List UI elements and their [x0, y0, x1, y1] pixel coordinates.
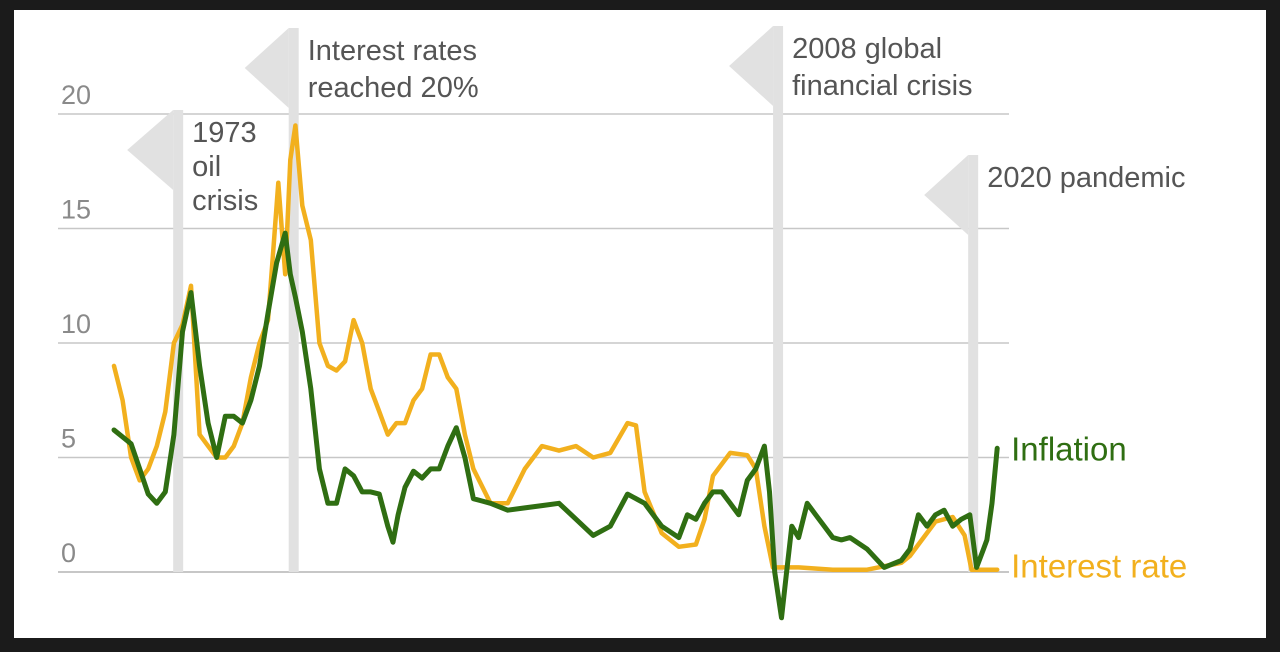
event-annotation-text: oil [192, 151, 221, 183]
y-tick-label: 10 [61, 309, 91, 339]
event-marker-pole [968, 155, 979, 572]
series-line-inflation [111, 230, 1000, 621]
series-label-inflation: Inflation [1011, 430, 1127, 467]
event-annotation-text: 1973 [192, 117, 257, 149]
series-label-interest: Interest rate [1011, 548, 1187, 585]
event-annotation-text: reached 20% [308, 72, 479, 104]
event-marker-pole [773, 26, 784, 572]
event-annotation-text: crisis [192, 185, 258, 217]
event-marker-flag [924, 155, 969, 235]
event-annotation-text: 2008 global [792, 33, 942, 65]
series-end-labels: Inflation Interest rate [1011, 430, 1187, 584]
event-annotation-text: 2020 pandemic [987, 162, 1185, 194]
event-annotation-text: financial crisis [792, 70, 973, 102]
series-lines [111, 123, 1000, 621]
event-marker-flag [244, 28, 289, 108]
y-tick-label: 0 [61, 538, 76, 568]
chart-panel: 1973 oil crisis Interest rates reached 20% 20… [14, 10, 1266, 638]
y-axis-ticks: 0 5 10 15 20 [61, 80, 91, 568]
series-line-interest [111, 123, 1000, 572]
event-annotation-text: Interest rates [308, 35, 477, 67]
y-tick-label: 5 [61, 424, 76, 454]
event-marker-flag [729, 26, 774, 106]
event-marker-flag [127, 110, 174, 190]
y-tick-label: 15 [61, 195, 91, 225]
y-tick-label: 20 [61, 80, 91, 110]
event-marker-pole [173, 110, 184, 572]
